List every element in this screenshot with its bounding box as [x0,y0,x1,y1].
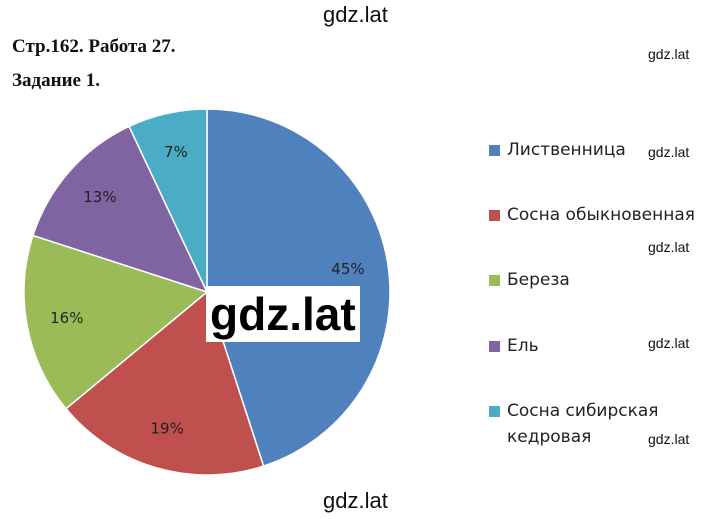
watermark: gdz.lat [648,239,690,255]
data-label: 13% [83,188,116,206]
task-heading: Задание 1. [12,70,100,91]
pie-slice [32,125,209,294]
page-heading: Стр.162. Работа 27. [12,36,176,57]
legend-label: Ель [507,336,539,356]
legend-label: Сосна сибирская кедровая [507,401,659,447]
legend-label: Береза [507,270,570,290]
watermark: gdz.lat [648,46,690,62]
data-label: 7% [164,143,188,161]
pie-chart: 45% 19% 16% 13% 7% [23,108,391,476]
data-label: 19% [151,420,184,438]
watermark: gdz.lat [648,335,690,351]
watermark: gdz.lat [323,488,388,513]
pie-slice [128,108,208,293]
legend-swatch [489,210,500,221]
watermark: gdz.lat [648,144,690,160]
legend-label: Сосна обыкновенная [507,205,695,225]
legend-swatch [489,341,500,352]
legend-swatch [489,145,500,156]
pie-slice [23,234,209,410]
watermark: gdz.lat [648,431,690,447]
watermark: gdz.lat [206,286,360,342]
data-label: 45% [331,260,364,278]
legend-label: Лиственница [507,140,626,160]
watermark: gdz.lat [323,2,388,27]
legend-swatch [489,406,500,417]
data-label: 16% [50,309,83,327]
legend-swatch [489,275,500,286]
